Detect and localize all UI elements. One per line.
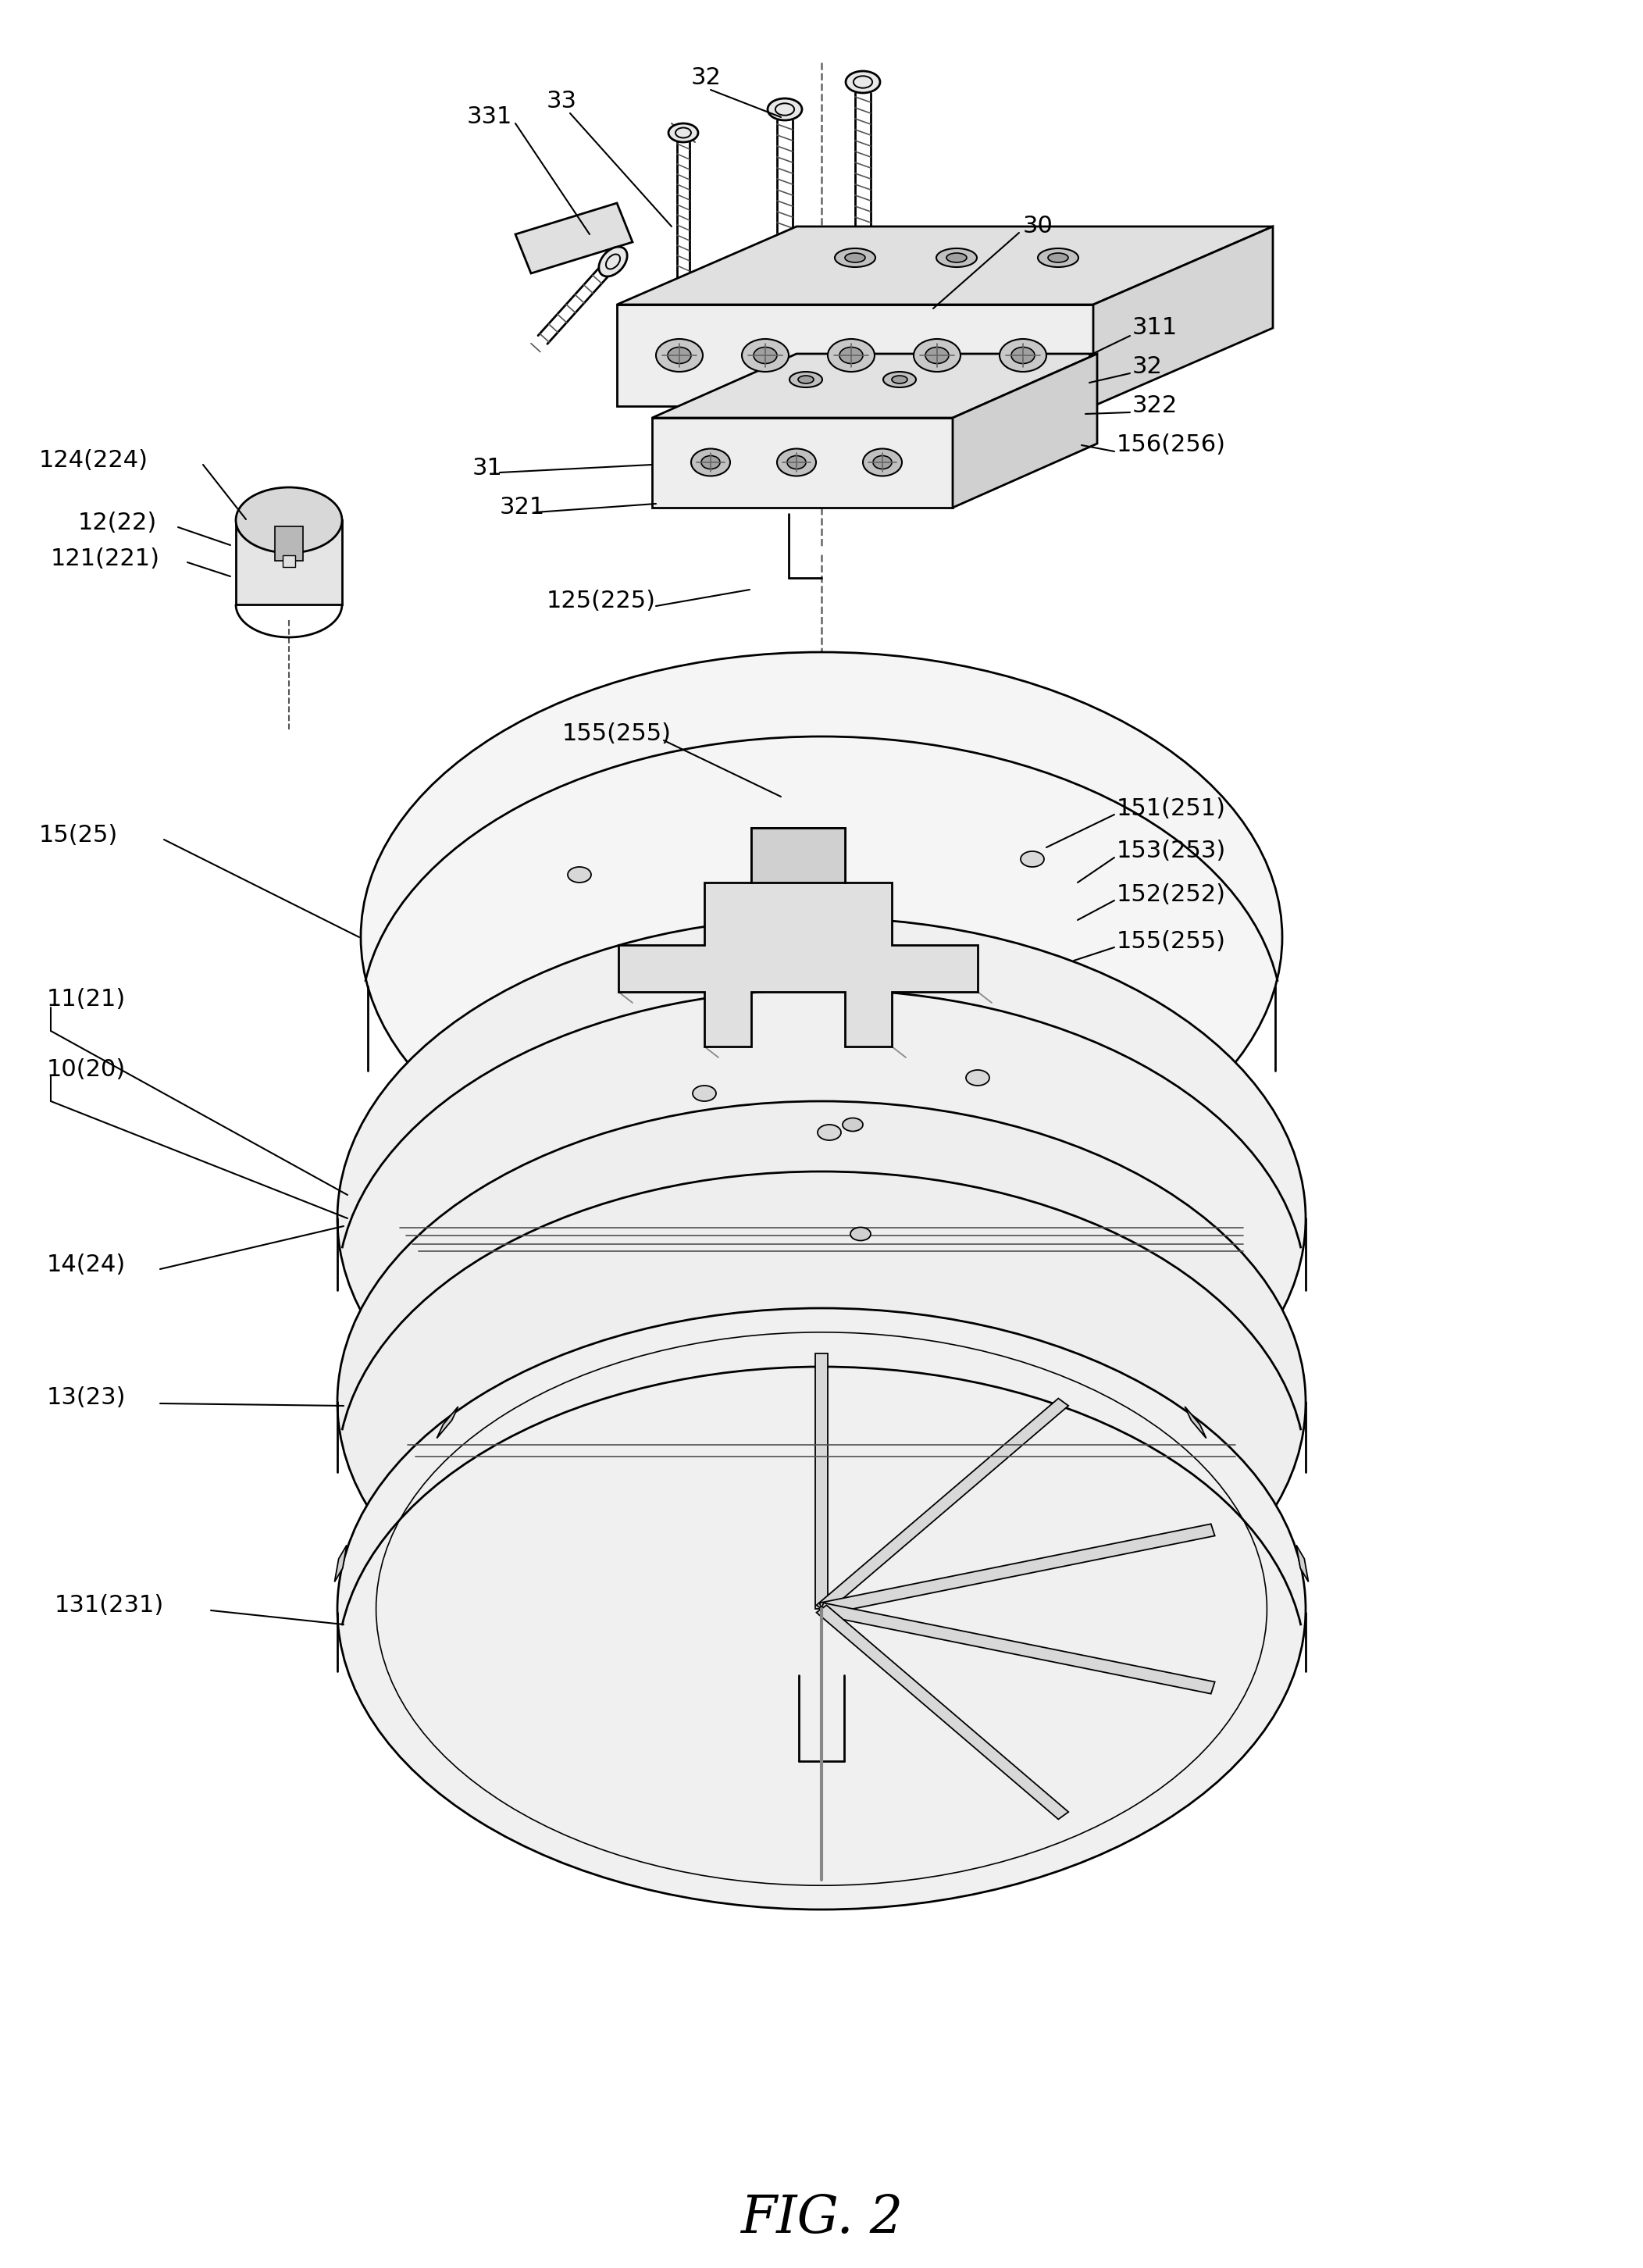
Ellipse shape (835, 249, 876, 268)
Ellipse shape (863, 449, 902, 476)
Ellipse shape (568, 866, 591, 882)
Text: 153(253): 153(253) (1117, 839, 1226, 862)
Polygon shape (815, 1354, 828, 1608)
Ellipse shape (667, 347, 692, 363)
Polygon shape (1185, 1406, 1206, 1438)
Text: 322: 322 (1132, 395, 1178, 417)
Ellipse shape (692, 449, 729, 476)
Ellipse shape (937, 249, 978, 268)
Text: 131(231): 131(231) (54, 1594, 164, 1617)
Ellipse shape (846, 70, 881, 93)
Polygon shape (283, 556, 296, 567)
Polygon shape (820, 1603, 1214, 1694)
Ellipse shape (787, 456, 805, 469)
Text: 13(23): 13(23) (48, 1386, 127, 1408)
Polygon shape (817, 1399, 1068, 1613)
Ellipse shape (914, 338, 961, 372)
Ellipse shape (790, 372, 822, 388)
Ellipse shape (337, 919, 1306, 1520)
Ellipse shape (840, 347, 863, 363)
Ellipse shape (1038, 249, 1078, 268)
Polygon shape (652, 417, 953, 508)
Text: 121(221): 121(221) (51, 547, 159, 569)
Text: 32: 32 (692, 66, 721, 88)
Text: 125(225): 125(225) (547, 590, 656, 612)
Polygon shape (751, 828, 845, 882)
Ellipse shape (337, 1102, 1306, 1703)
Ellipse shape (843, 1118, 863, 1132)
Ellipse shape (337, 1309, 1306, 1910)
Polygon shape (237, 519, 342, 606)
Polygon shape (817, 1606, 1068, 1819)
Text: 311: 311 (1132, 318, 1178, 340)
Text: 10(20): 10(20) (48, 1059, 127, 1082)
Polygon shape (437, 1406, 458, 1438)
Text: 31: 31 (473, 458, 503, 481)
Polygon shape (652, 354, 1098, 417)
Ellipse shape (777, 449, 817, 476)
Text: 30: 30 (1024, 215, 1053, 238)
Text: 32: 32 (1132, 356, 1163, 379)
Ellipse shape (798, 376, 813, 383)
Ellipse shape (656, 338, 703, 372)
Text: 12(22): 12(22) (79, 513, 158, 535)
Polygon shape (820, 1524, 1214, 1615)
Ellipse shape (361, 653, 1282, 1222)
Ellipse shape (598, 247, 628, 277)
Ellipse shape (237, 488, 342, 553)
Ellipse shape (669, 122, 698, 143)
Ellipse shape (851, 1227, 871, 1241)
Text: FIG. 2: FIG. 2 (741, 2193, 902, 2243)
Text: 156(256): 156(256) (1117, 433, 1226, 456)
Polygon shape (616, 304, 1093, 406)
Ellipse shape (892, 376, 907, 383)
Ellipse shape (818, 1125, 841, 1141)
Ellipse shape (925, 347, 948, 363)
Polygon shape (516, 204, 633, 274)
Ellipse shape (872, 456, 892, 469)
Text: 331: 331 (467, 107, 513, 129)
Text: 15(25): 15(25) (39, 823, 118, 846)
Ellipse shape (767, 98, 802, 120)
Polygon shape (616, 227, 1273, 304)
Text: 321: 321 (499, 497, 545, 519)
Ellipse shape (845, 254, 866, 263)
Ellipse shape (754, 347, 777, 363)
Polygon shape (335, 1545, 347, 1581)
Ellipse shape (828, 338, 874, 372)
Text: 155(255): 155(255) (562, 723, 672, 746)
Polygon shape (274, 526, 302, 560)
Text: 11(21): 11(21) (48, 989, 127, 1012)
Text: 152(252): 152(252) (1117, 882, 1226, 905)
Ellipse shape (702, 456, 720, 469)
Text: 14(24): 14(24) (48, 1254, 127, 1277)
Ellipse shape (884, 372, 917, 388)
Ellipse shape (1020, 850, 1043, 866)
Ellipse shape (946, 254, 966, 263)
Polygon shape (1296, 1545, 1308, 1581)
Text: 124(224): 124(224) (39, 449, 148, 472)
Polygon shape (1093, 227, 1273, 406)
Ellipse shape (1010, 347, 1035, 363)
Ellipse shape (966, 1070, 989, 1086)
Text: 151(251): 151(251) (1117, 796, 1226, 819)
Ellipse shape (743, 338, 789, 372)
Ellipse shape (999, 338, 1047, 372)
Polygon shape (953, 354, 1098, 508)
Ellipse shape (693, 1086, 716, 1102)
Text: 33: 33 (547, 91, 577, 113)
Text: 155(255): 155(255) (1117, 930, 1226, 953)
Polygon shape (618, 828, 978, 1046)
Ellipse shape (1048, 254, 1068, 263)
